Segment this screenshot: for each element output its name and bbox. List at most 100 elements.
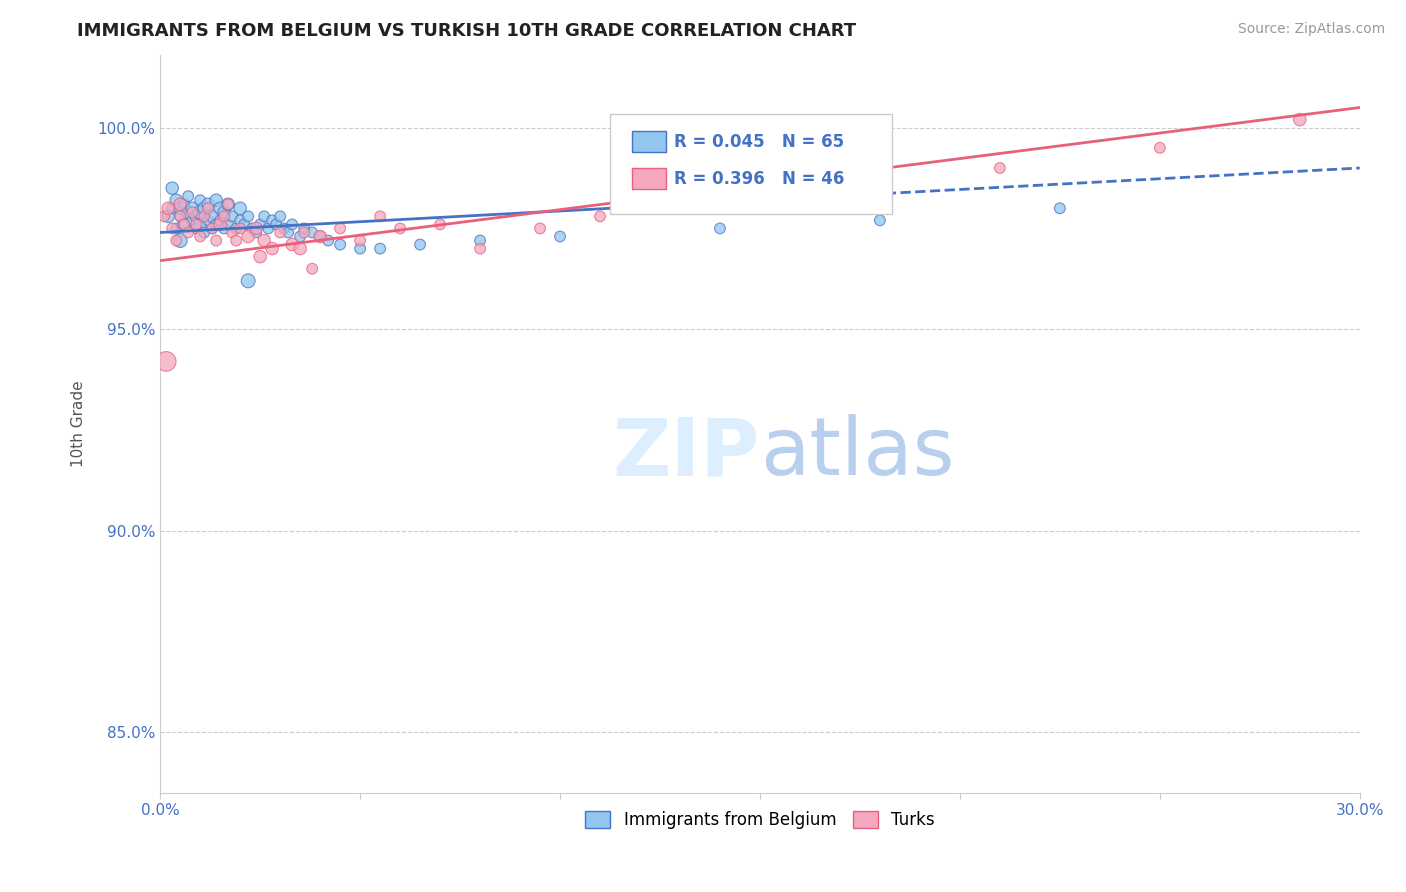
Point	[253, 234, 276, 248]
Point	[288, 229, 311, 244]
Point	[160, 181, 183, 195]
Point	[217, 218, 239, 232]
Point	[229, 202, 252, 216]
Point	[197, 197, 219, 211]
Point	[349, 242, 371, 256]
Point	[205, 218, 228, 232]
Point	[1288, 112, 1310, 127]
Point	[309, 229, 332, 244]
Point	[225, 221, 247, 235]
Point	[173, 218, 195, 232]
Point	[188, 205, 211, 219]
Point	[181, 205, 204, 219]
Point	[529, 221, 551, 235]
Point	[589, 210, 612, 224]
Point	[212, 205, 235, 219]
Point	[389, 221, 412, 235]
Point	[193, 226, 215, 240]
Point	[186, 210, 208, 224]
Point	[197, 213, 219, 227]
Point	[277, 226, 299, 240]
Point	[188, 193, 211, 207]
Point	[273, 221, 295, 235]
Point	[188, 229, 211, 244]
Point	[188, 218, 211, 232]
Point	[157, 202, 180, 216]
Point	[177, 189, 200, 203]
Point	[368, 242, 391, 256]
Point	[165, 221, 187, 235]
Point	[281, 237, 304, 252]
Text: R = 0.045   N = 65: R = 0.045 N = 65	[673, 133, 844, 151]
Point	[238, 210, 260, 224]
Point	[245, 221, 267, 235]
Y-axis label: 10th Grade: 10th Grade	[72, 381, 86, 467]
Point	[288, 242, 311, 256]
Point	[257, 221, 280, 235]
Point	[281, 218, 304, 232]
Point	[349, 234, 371, 248]
Point	[249, 218, 271, 232]
Point	[157, 210, 180, 224]
Point	[217, 197, 239, 211]
Point	[201, 221, 224, 235]
Point	[292, 221, 315, 235]
Text: IMMIGRANTS FROM BELGIUM VS TURKISH 10TH GRADE CORRELATION CHART: IMMIGRANTS FROM BELGIUM VS TURKISH 10TH …	[77, 22, 856, 40]
Point	[240, 221, 263, 235]
FancyBboxPatch shape	[610, 114, 891, 214]
Point	[233, 218, 256, 232]
Point	[177, 226, 200, 240]
Point	[186, 218, 208, 232]
Point	[165, 193, 187, 207]
Point	[201, 210, 224, 224]
Point	[212, 210, 235, 224]
Point	[409, 237, 432, 252]
Point	[201, 221, 224, 235]
Point	[186, 221, 208, 235]
Point	[205, 193, 228, 207]
Point	[181, 202, 204, 216]
Point	[212, 221, 235, 235]
Point	[368, 210, 391, 224]
Point	[221, 210, 243, 224]
Point	[329, 221, 352, 235]
Point	[301, 261, 323, 276]
Point	[253, 210, 276, 224]
Legend: Immigrants from Belgium, Turks: Immigrants from Belgium, Turks	[578, 805, 942, 836]
Point	[229, 213, 252, 227]
Point	[292, 226, 315, 240]
Point	[209, 202, 232, 216]
Point	[169, 202, 191, 216]
Text: ZIP: ZIP	[613, 415, 761, 492]
Point	[205, 234, 228, 248]
Point	[153, 210, 176, 224]
Point	[209, 213, 232, 227]
Point	[548, 229, 571, 244]
Point	[316, 234, 339, 248]
Point	[269, 210, 291, 224]
Point	[173, 197, 195, 211]
Point	[169, 210, 191, 224]
FancyBboxPatch shape	[631, 131, 666, 153]
Text: atlas: atlas	[761, 415, 955, 492]
Point	[169, 234, 191, 248]
Text: Source: ZipAtlas.com: Source: ZipAtlas.com	[1237, 22, 1385, 37]
Point	[238, 229, 260, 244]
Point	[249, 250, 271, 264]
Point	[329, 237, 352, 252]
Point	[217, 197, 239, 211]
Text: R = 0.396   N = 46: R = 0.396 N = 46	[673, 170, 844, 188]
Point	[262, 213, 284, 227]
Point	[828, 181, 851, 195]
Point	[165, 234, 187, 248]
Point	[169, 210, 191, 224]
Point	[177, 205, 200, 219]
FancyBboxPatch shape	[631, 168, 666, 189]
Point	[1049, 202, 1071, 216]
Point	[193, 210, 215, 224]
Point	[245, 226, 267, 240]
Point	[309, 229, 332, 244]
Point	[468, 234, 491, 248]
Point	[709, 221, 731, 235]
Point	[169, 197, 191, 211]
